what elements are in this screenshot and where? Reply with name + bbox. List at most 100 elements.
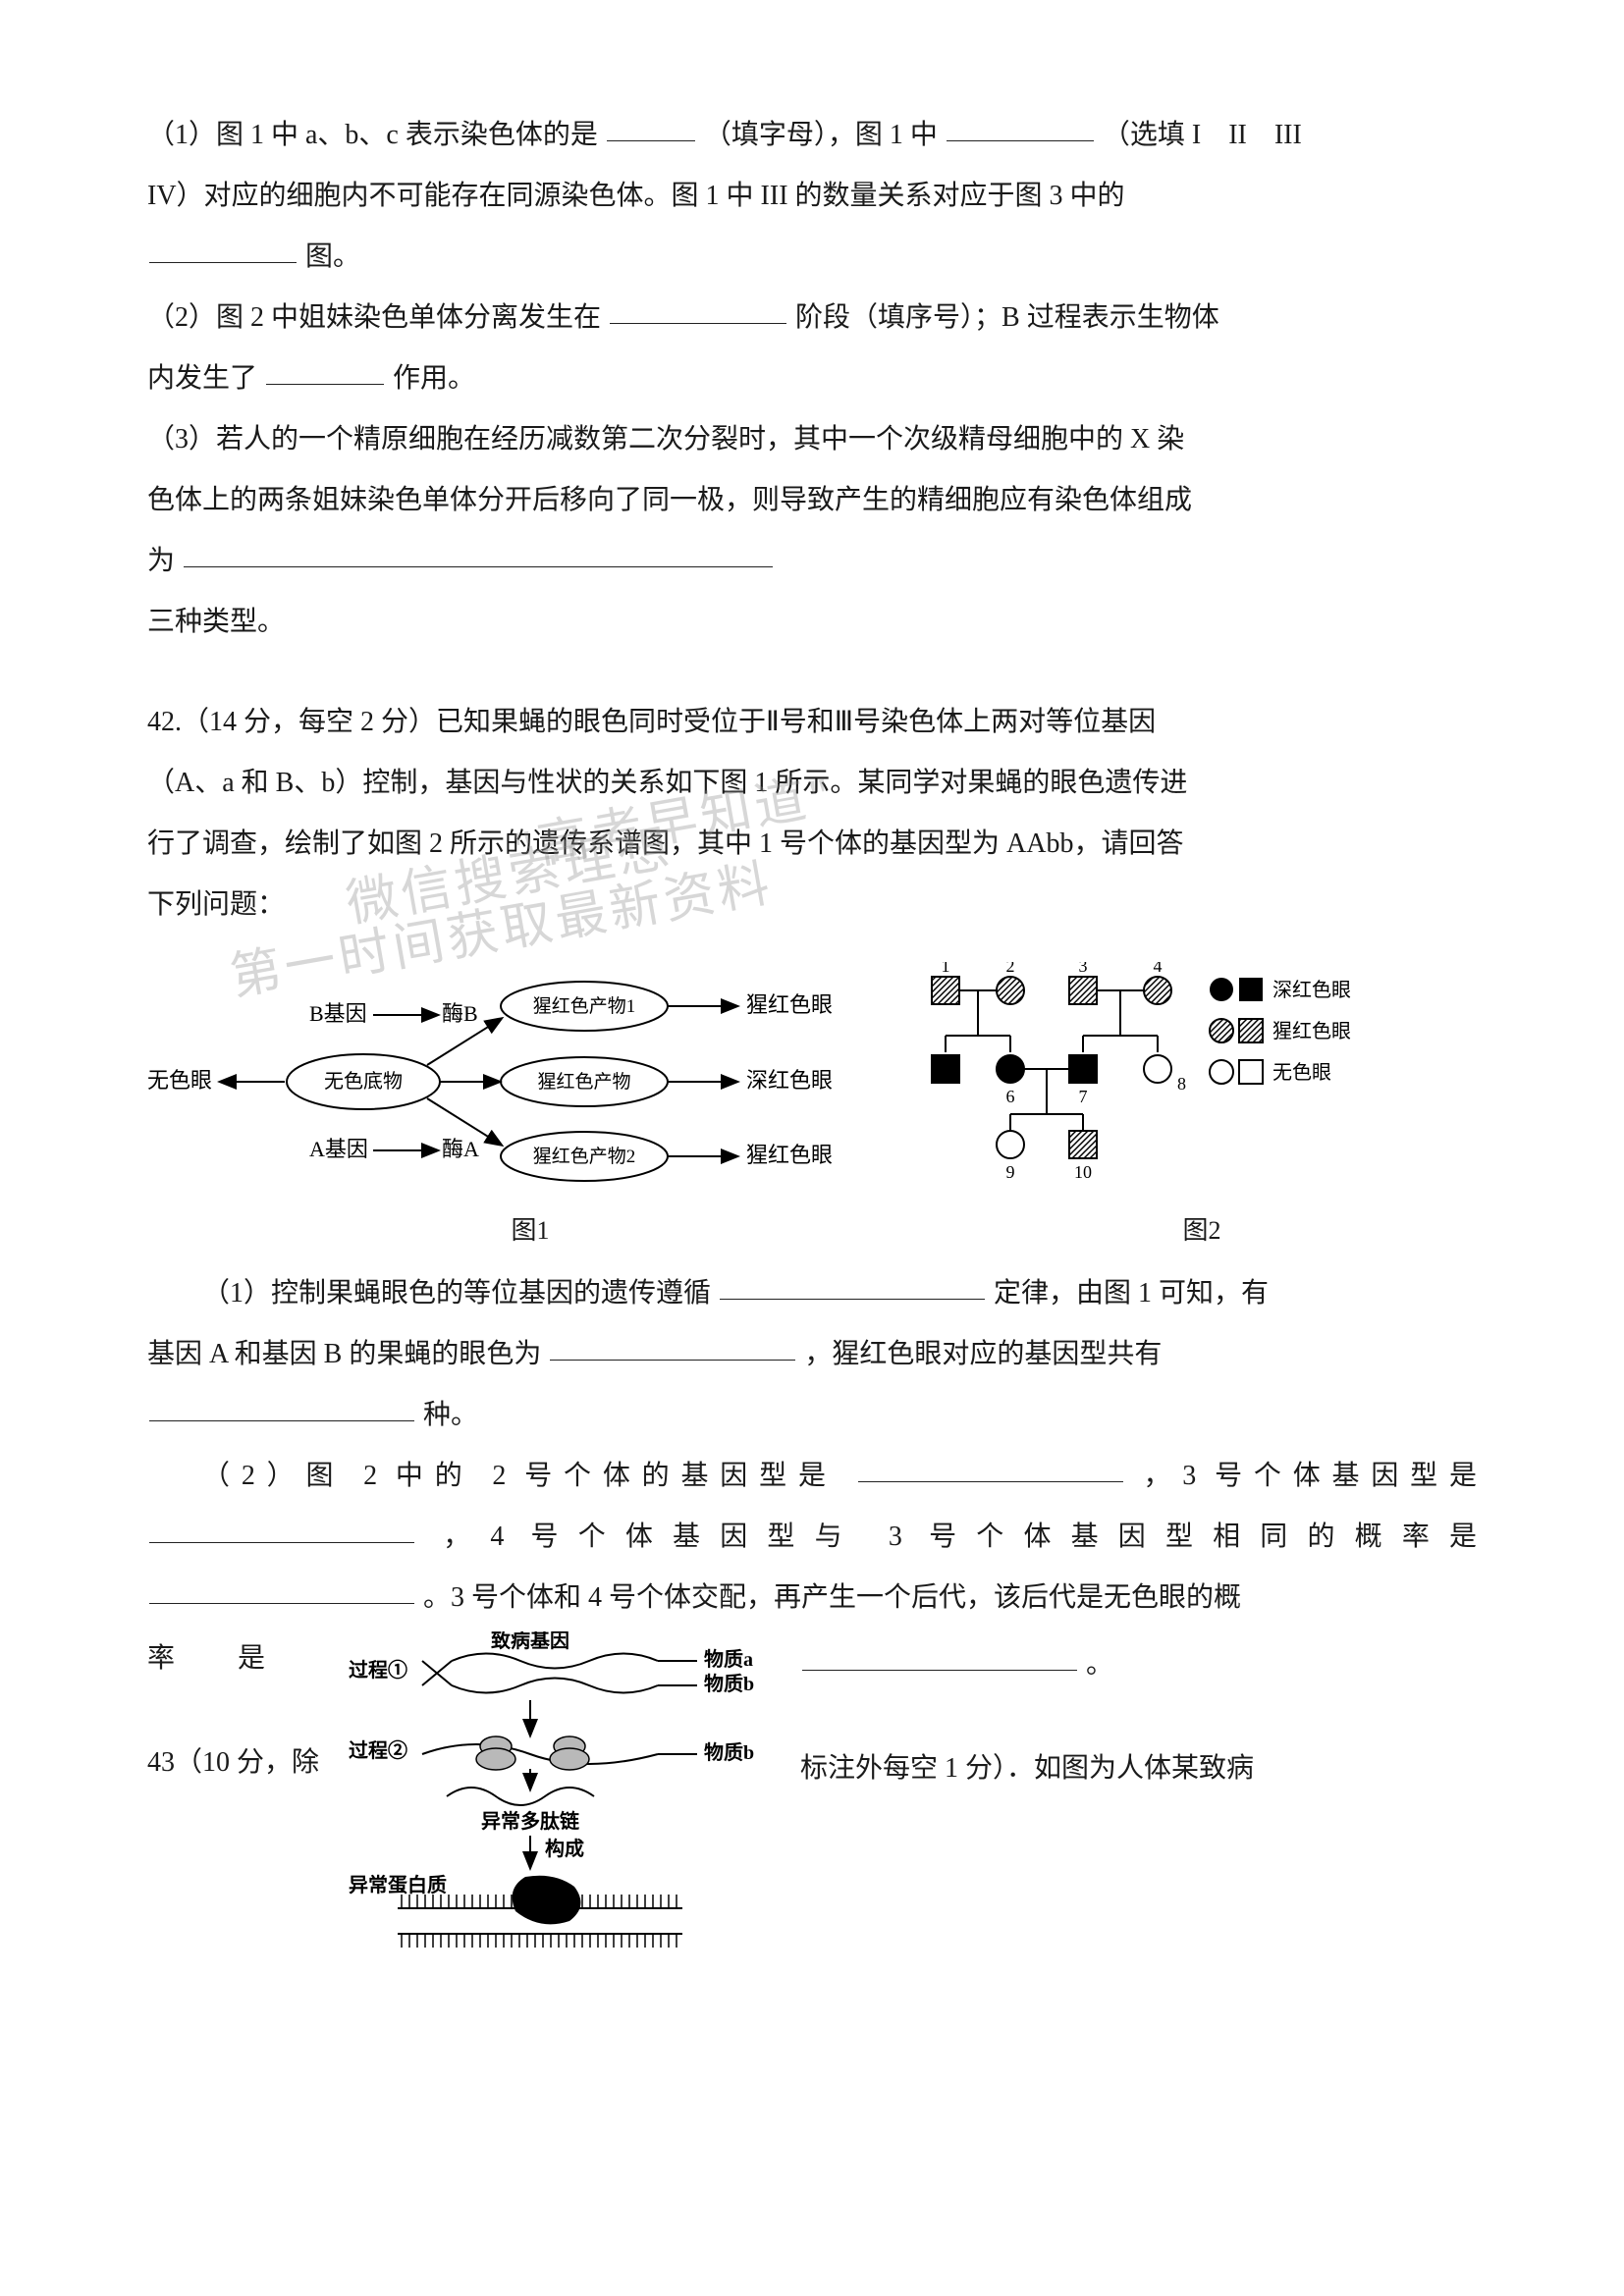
svg-text:10: 10 xyxy=(1074,1162,1092,1182)
node-8: 8 xyxy=(1144,1055,1186,1094)
q41-3-line3: 为 xyxy=(147,534,1477,589)
text-dark-red: 深红色眼 xyxy=(746,1068,833,1093)
svg-text:7: 7 xyxy=(1079,1087,1088,1106)
q42-2-l3: 。3 号个体和 4 号个体交配，再产生一个后代，该后代是无色眼的概 xyxy=(147,1571,1477,1626)
q42-2-l1: （2）图 2 中的 2 号个体的基因型是 ，3 号个体基因型是 xyxy=(147,1449,1477,1504)
q41-1-line3: 图。 xyxy=(147,230,1477,285)
q41-1-line1: （1）图 1 中 a、b、c 表示染色体的是 （填字母），图 1 中 （选填 I… xyxy=(147,108,1477,163)
text: 为 xyxy=(147,546,175,576)
text: 。3 号个体和 4 号个体交配，再产生一个后代，该后代是无色眼的概 xyxy=(423,1582,1241,1613)
text: （1）控制果蝇眼色的等位基因的遗传遵循 xyxy=(202,1278,711,1308)
blank xyxy=(184,566,773,567)
text-red-eye1: 猩红色眼 xyxy=(746,992,833,1017)
q41-3-line2: 色体上的两条姐妹染色单体分开后移向了同一极，则导致产生的精细胞应有染色体组成 xyxy=(147,473,1477,528)
text-b-gene: B基因 xyxy=(309,1001,367,1026)
blank xyxy=(266,384,384,385)
text: ，猩红色眼对应的基因型共有 xyxy=(804,1339,1162,1369)
node-3: 3 xyxy=(1069,962,1097,1004)
text: ，3 号个体基因型是 xyxy=(1143,1461,1477,1491)
label-protein: 异常蛋白质 xyxy=(349,1873,447,1896)
svg-text:2: 2 xyxy=(1006,962,1015,976)
node-6: 6 xyxy=(997,1055,1024,1106)
node-2: 2 xyxy=(997,962,1024,1004)
node-9: 9 xyxy=(997,1131,1024,1182)
text: 行了调查，绘制了如图 2 所示的遗传系谱图，其中 1 号个体的基因型为 AAbb… xyxy=(147,828,1183,859)
text: （2）图 2 中的 2 号个体的基因型是 xyxy=(202,1461,838,1491)
label-proc1: 过程① xyxy=(349,1659,407,1682)
text-no-color-eye: 无色眼 xyxy=(147,1068,212,1093)
blank xyxy=(149,1420,414,1421)
text: 三种类型。 xyxy=(147,607,285,637)
q41-3-line4: 三种类型。 xyxy=(147,595,1477,650)
fig2-label: 图2 xyxy=(927,1210,1477,1247)
q43-header-a: 43（10 分，除 xyxy=(147,1735,319,1790)
text: （1）图 1 中 a、b、c 表示染色体的是 xyxy=(147,120,598,150)
label-peptide: 异常多肽链 xyxy=(481,1809,580,1833)
node-1: 1 xyxy=(932,962,959,1004)
text: 42.（14 分，每空 2 分）已知果蝇的眼色同时受位于Ⅱ号和Ⅲ号染色体上两对等… xyxy=(147,707,1156,737)
blank xyxy=(802,1670,1077,1671)
text-prod1: 猩红色产物1 xyxy=(533,995,636,1017)
q42-header-l3: 行了调查，绘制了如图 2 所示的遗传系谱图，其中 1 号个体的基因型为 AAbb… xyxy=(147,817,1477,872)
blank xyxy=(149,1542,414,1543)
q41-2-line1: （2）图 2 中姐妹染色单体分离发生在 阶段（填序号）；B 过程表示生物体 xyxy=(147,291,1477,346)
text: 色体上的两条姐妹染色单体分开后移向了同一极，则导致产生的精细胞应有染色体组成 xyxy=(147,485,1192,515)
text: 阶段（填序号）；B 过程表示生物体 xyxy=(795,302,1219,333)
svg-text:8: 8 xyxy=(1177,1074,1186,1094)
text: （填字母），图 1 中 xyxy=(704,120,938,150)
svg-text:3: 3 xyxy=(1079,962,1088,976)
q42-2-l2: ，4 号个体基因型与 3 号个体基因型相同的概率是 xyxy=(147,1510,1477,1565)
q41-2-line2: 内发生了 作用。 xyxy=(147,351,1477,406)
q41-1-line2: IV）对应的细胞内不可能存在同源染色体。图 1 中 III 的数量关系对应于图 … xyxy=(147,169,1477,224)
text-a-gene: A基因 xyxy=(309,1137,368,1161)
q42-header-l2: （A、a 和 B、b）控制，基因与性状的关系如下图 1 所示。某同学对果蝇的眼色… xyxy=(147,756,1477,811)
svg-text:4: 4 xyxy=(1154,962,1163,976)
text: 下列问题： xyxy=(147,889,285,920)
text-substrate: 无色底物 xyxy=(324,1070,403,1093)
blank xyxy=(947,140,1094,141)
text: （3）若人的一个精原细胞在经历减数第二次分裂时，其中一个次级精母细胞中的 X 染 xyxy=(147,424,1184,454)
label-gene: 致病基因 xyxy=(491,1631,569,1652)
fig1-svg: B基因 酶B 无色眼 无色底物 A基因 酶A 猩红色产物1 猩红色产物 猩红色产… xyxy=(147,962,913,1198)
text: 定律，由图 1 可知，有 xyxy=(994,1278,1269,1308)
text: 基因 A 和基因 B 的果蝇的眼色为 xyxy=(147,1339,541,1369)
node-5: 5 xyxy=(927,1055,959,1094)
text: 内发生了 xyxy=(147,363,257,394)
text-prod: 猩红色产物 xyxy=(537,1071,630,1093)
q42-2-l4-right: 。 标注外每空 1 分）．如图为人体某致病 xyxy=(800,1631,1477,1796)
label-proc2: 过程② xyxy=(349,1739,407,1762)
legend-colorless: 无色眼 xyxy=(1272,1061,1331,1084)
figures-row: B基因 酶B 无色眼 无色底物 A基因 酶A 猩红色产物1 猩红色产物 猩红色产… xyxy=(147,962,1477,1247)
label-mata: 物质a xyxy=(704,1647,753,1671)
text: （A、a 和 B、b）控制，基因与性状的关系如下图 1 所示。某同学对果蝇的眼色… xyxy=(147,768,1187,798)
fig2-svg: 1 2 3 4 xyxy=(927,962,1477,1198)
text-prod2: 猩红色产物2 xyxy=(533,1146,636,1167)
q42-1-l3: 种。 xyxy=(147,1388,1477,1443)
svg-text:1: 1 xyxy=(942,962,950,976)
text: 。 xyxy=(1086,1649,1113,1680)
fig1-label: 图1 xyxy=(147,1210,913,1247)
node-10: 10 xyxy=(1069,1131,1097,1182)
text: 图。 xyxy=(305,241,360,272)
legend: 深红色眼 猩红色眼 无色眼 xyxy=(1210,978,1351,1084)
figure2: 1 2 3 4 xyxy=(927,962,1477,1247)
q41-3-line1: （3）若人的一个精原细胞在经历减数第二次分裂时，其中一个次级精母细胞中的 X 染 xyxy=(147,412,1477,467)
fig3-svg: 致病基因 过程① 物质a 物质b 过程② xyxy=(319,1631,800,1955)
node-7: 7 xyxy=(1069,1055,1097,1106)
text: ，4 号个体基因型与 3 号个体基因型相同的概率是 xyxy=(443,1522,1477,1552)
text: IV）对应的细胞内不可能存在同源染色体。图 1 中 III 的数量关系对应于图 … xyxy=(147,181,1125,211)
blank xyxy=(720,1299,985,1300)
text-enzyme-a: 酶A xyxy=(442,1137,479,1161)
blank xyxy=(550,1360,795,1361)
q42-header-l4: 下列问题： xyxy=(147,878,1477,933)
text: 种。 xyxy=(423,1400,478,1430)
blank xyxy=(610,323,786,324)
node-4: 4 xyxy=(1144,962,1171,1004)
text: （2）图 2 中姐妹染色单体分离发生在 xyxy=(147,302,601,333)
q43-header-b: 标注外每空 1 分）．如图为人体某致病 xyxy=(800,1753,1254,1784)
q42-rate-is: 率 是 43（10 分，除 xyxy=(147,1631,319,1790)
blank xyxy=(149,262,297,263)
blank xyxy=(607,140,695,141)
svg-text:9: 9 xyxy=(1006,1162,1015,1182)
blank xyxy=(149,1603,414,1604)
